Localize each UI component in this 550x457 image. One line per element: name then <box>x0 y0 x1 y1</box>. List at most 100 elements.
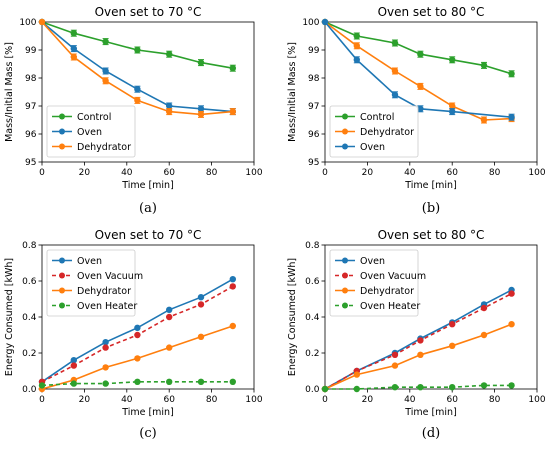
panel-label: (b) <box>422 201 440 216</box>
data-point <box>134 97 141 104</box>
data-point <box>508 321 515 328</box>
chart-title: Oven set to 80 °C <box>378 5 485 19</box>
legend-label: Oven Heater <box>77 301 137 312</box>
data-point <box>134 86 141 93</box>
legend: Control Dehydrator Oven <box>329 105 419 158</box>
legend-swatch-marker <box>59 143 65 150</box>
data-point <box>197 333 205 340</box>
data-point <box>480 382 488 389</box>
chart-title: Oven set to 70 °C <box>95 228 202 242</box>
y-tick-label: 97 <box>25 102 36 112</box>
legend-label: Oven <box>77 127 102 138</box>
legend-label: Oven Vacuum <box>360 271 426 282</box>
data-point <box>197 301 205 308</box>
y-axis-label: Energy Consumed [kWh] <box>4 258 15 376</box>
legend-swatch-marker <box>342 257 348 264</box>
data-point <box>449 102 456 110</box>
data-point <box>353 32 360 40</box>
data-point <box>166 102 173 110</box>
x-tick-label: 0 <box>322 395 328 405</box>
data-point <box>197 111 205 118</box>
legend-label: Oven <box>77 256 102 267</box>
data-point <box>197 378 205 385</box>
data-point <box>417 51 424 58</box>
chart-panel-b: Oven set to 80 °C 0 20 40 60 80 100 95 96 97 98 99 1… <box>287 5 546 216</box>
x-axis-label: Time [min] <box>121 180 174 191</box>
legend-swatch-marker <box>342 287 348 294</box>
series-oven <box>321 18 515 121</box>
data-point <box>134 324 141 331</box>
chart-panel-a: Oven set to 70 °C 0 20 40 60 80 100 95 96 97 98 99 1… <box>4 5 263 216</box>
data-point <box>38 18 46 26</box>
data-point <box>102 380 109 387</box>
data-point <box>508 382 515 389</box>
y-tick-label: 0.8 <box>22 241 37 251</box>
data-point <box>480 116 488 124</box>
y-tick-label: 100 <box>302 18 319 28</box>
y-tick-label: 0.4 <box>22 313 37 323</box>
data-point <box>391 362 399 369</box>
data-point <box>417 83 424 90</box>
legend: Oven Oven Vacuum Dehydrator Oven Heater <box>46 249 143 317</box>
x-tick-label: 80 <box>489 168 501 178</box>
y-tick-label: 96 <box>25 130 37 140</box>
x-tick-label: 0 <box>322 168 328 178</box>
x-axis-label: Time [min] <box>404 407 457 418</box>
data-point <box>70 30 78 37</box>
data-point <box>134 46 141 54</box>
data-point <box>229 276 236 283</box>
legend-label: Oven <box>360 142 385 153</box>
legend-swatch-marker <box>342 128 348 135</box>
data-point <box>353 385 360 393</box>
data-point <box>102 364 109 371</box>
x-tick-label: 100 <box>245 395 262 405</box>
y-tick-label: 0.6 <box>22 277 37 287</box>
data-point <box>229 378 236 385</box>
y-axis-label: Mass/Initial Mass [%] <box>287 42 298 142</box>
data-point <box>38 382 46 389</box>
y-tick-label: 98 <box>308 74 320 84</box>
legend-swatch-marker <box>59 128 65 135</box>
x-tick-label: 60 <box>446 168 458 178</box>
y-tick-label: 100 <box>19 18 36 28</box>
data-point <box>134 331 141 339</box>
data-point <box>391 39 399 47</box>
data-point <box>229 283 236 290</box>
legend-label: Dehydrator <box>77 142 131 153</box>
x-tick-label: 80 <box>206 168 218 178</box>
data-point <box>166 306 173 313</box>
series-oven-heater <box>321 382 515 393</box>
x-axis-label: Time [min] <box>404 180 457 191</box>
y-tick-label: 0.4 <box>305 313 320 323</box>
y-tick-label: 0.0 <box>305 385 320 395</box>
x-tick-label: 80 <box>206 395 218 405</box>
legend-swatch-marker <box>59 257 65 264</box>
legend-label: Dehydrator <box>77 286 131 297</box>
data-point <box>197 105 205 113</box>
legend-swatch-marker <box>59 302 65 309</box>
data-point <box>480 304 488 312</box>
series-oven-vacuum <box>38 283 236 385</box>
y-tick-label: 97 <box>308 102 319 112</box>
y-tick-label: 99 <box>25 46 37 56</box>
panel-label: (d) <box>422 426 440 441</box>
data-point <box>353 42 360 49</box>
data-point <box>134 355 141 362</box>
data-point <box>417 337 424 344</box>
x-tick-label: 100 <box>528 395 545 405</box>
series-dehydrator <box>38 18 236 118</box>
x-tick-label: 40 <box>121 395 133 405</box>
y-tick-label: 99 <box>308 46 320 56</box>
legend-box <box>46 105 136 158</box>
x-tick-label: 60 <box>446 395 458 405</box>
x-tick-label: 20 <box>79 168 91 178</box>
data-point <box>449 342 456 349</box>
series-dehydrator <box>321 321 515 393</box>
series-dehydrator <box>321 18 515 124</box>
legend-label: Dehydrator <box>360 127 414 138</box>
legend-box <box>46 249 136 317</box>
chart-title: Oven set to 80 °C <box>378 228 485 242</box>
data-point <box>449 384 456 391</box>
x-tick-label: 20 <box>79 395 91 405</box>
legend: Oven Oven Vacuum Dehydrator Oven Heater <box>329 249 426 317</box>
